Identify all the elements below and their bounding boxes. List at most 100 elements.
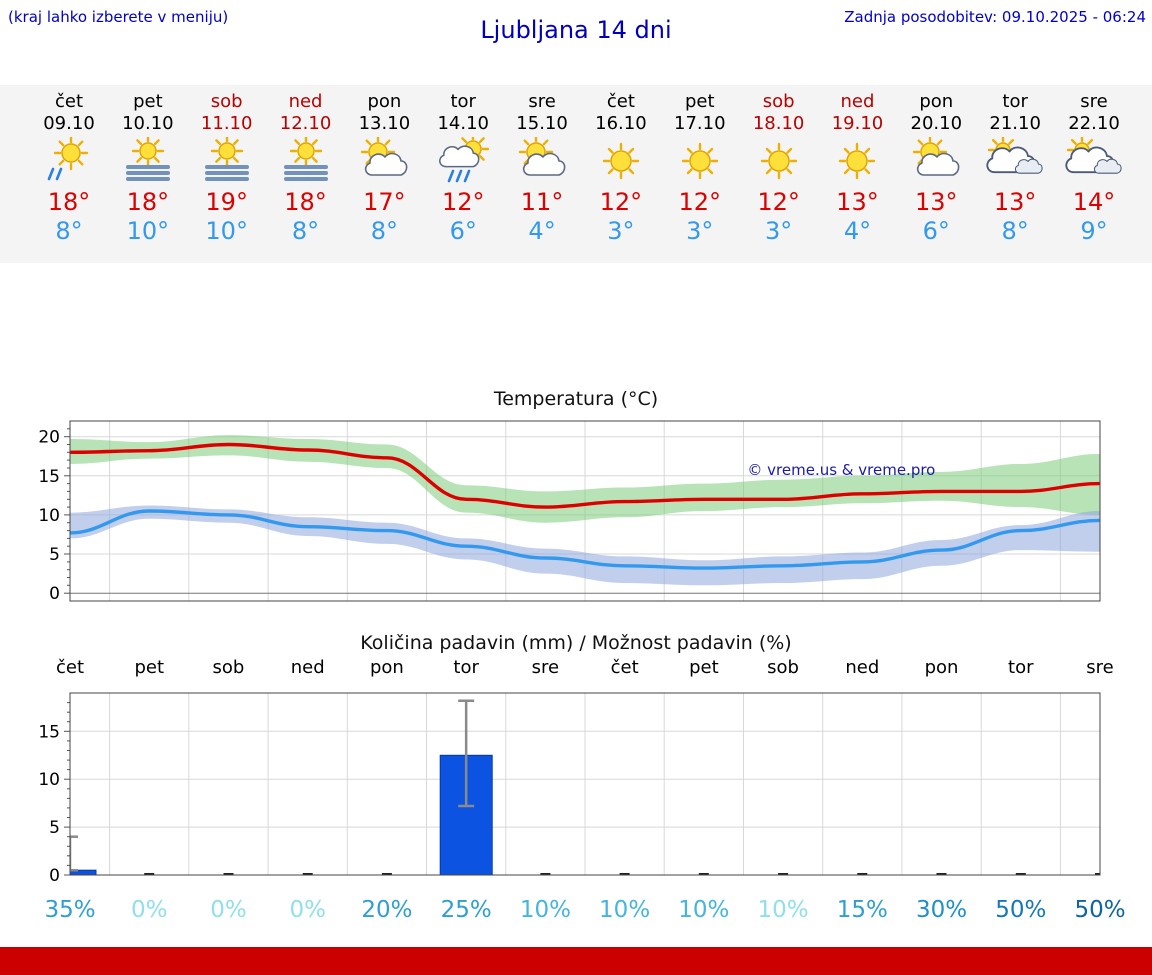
day-high-temp: 14° (1072, 188, 1116, 216)
precip-probability: 10% (599, 897, 651, 923)
day-name: čet (606, 91, 635, 112)
forecast-strip: čet 09.10 18° 8° pet 10.10 18° 10° sob 11.10 19° 10… (0, 85, 1152, 263)
precip-day-label: ned (845, 657, 880, 678)
day-high-temp: 11° (520, 188, 564, 216)
precip-day-label: čet (610, 657, 639, 678)
svg-text:5: 5 (49, 545, 60, 565)
sun-cloud-icon (338, 135, 430, 187)
day-high-temp: 18° (284, 188, 327, 216)
footer-bar (0, 947, 1152, 975)
day-low-temp: 8° (55, 217, 83, 245)
svg-text:0: 0 (49, 584, 60, 604)
precip-probability: 0% (289, 897, 326, 923)
rain-sun-icon (417, 135, 509, 187)
day-high-temp: 12° (441, 188, 485, 216)
temperature-chart-title: Temperatura (°C) (493, 388, 659, 410)
svg-text:5: 5 (49, 818, 60, 838)
precip-probability-labels: 35% 0% 0% 0% 20% 25% 10% 10% 10% 10% 15% 30% 50% 50% (0, 895, 1152, 929)
last-update-text: Zadnja posodobitev: 09.10.2025 - 06:24 (844, 8, 1146, 26)
day-date: 10.10 (122, 113, 174, 134)
forecast-day: pon 20.10 13° 6° (890, 91, 982, 245)
day-low-temp: 3° (607, 217, 635, 245)
day-low-temp: 4° (528, 217, 556, 245)
precip-day-label: sre (1086, 657, 1114, 678)
temperature-chart: 0 5 10 15 20 © vreme.us & vreme.pro (38, 420, 1101, 604)
day-date: 17.10 (674, 113, 726, 134)
day-name: ned (840, 91, 875, 112)
day-name: tor (450, 91, 476, 112)
sun-icon (654, 135, 746, 187)
day-name: ned (288, 91, 323, 112)
day-low-temp: 8° (370, 217, 399, 245)
svg-text:15: 15 (38, 722, 60, 742)
day-low-temp: 3° (764, 217, 793, 245)
precip-day-label: sob (767, 657, 799, 678)
precip-day-label: čet (55, 657, 85, 678)
precip-probability: 50% (1074, 897, 1126, 923)
svg-text:10: 10 (38, 770, 60, 790)
forecast-day: sre 15.10 11° 4° (496, 91, 588, 245)
day-name: pon (367, 91, 402, 112)
day-date: 14.10 (437, 113, 489, 134)
day-name: sob (762, 91, 795, 112)
day-date: 20.10 (910, 113, 963, 134)
day-date: 13.10 (358, 113, 411, 134)
sun-icon (811, 135, 903, 187)
page-header: (kraj lahko izberete v meniju) Ljubljana… (0, 0, 1152, 85)
day-high-temp: 12° (678, 188, 722, 216)
forecast-day: čet 16.10 12° 3° (575, 91, 667, 245)
precip-day-label: tor (1008, 657, 1034, 678)
forecast-day: ned 19.10 13° 4° (811, 91, 903, 245)
svg-text:15: 15 (38, 467, 60, 487)
day-low-temp: 10° (126, 217, 170, 245)
menu-hint: (kraj lahko izberete v meniju) (8, 8, 229, 26)
precip-probability: 50% (995, 897, 1047, 923)
sun-fog-icon (260, 135, 352, 187)
precip-probability: 0% (130, 897, 168, 923)
precip-day-label: pet (689, 657, 719, 678)
precip-day-label: pon (369, 657, 404, 678)
svg-text:0: 0 (49, 866, 60, 886)
day-low-temp: 6° (449, 217, 477, 245)
forecast-day: tor 14.10 12° 6° (417, 91, 509, 245)
day-date: 18.10 (752, 113, 805, 134)
sun-fog-icon (102, 135, 194, 187)
day-low-temp: 10° (205, 217, 248, 245)
day-name: sre (528, 91, 556, 112)
precip-probability: 30% (915, 897, 968, 923)
precipitation-chart-title: Količina padavin (mm) / Možnost padavin … (360, 632, 792, 654)
day-high-temp: 13° (993, 188, 1037, 216)
day-name: pet (684, 91, 715, 112)
sun-rain-icon (23, 135, 115, 187)
precip-day-labels: čet pet sob ned pon tor sre čet pet sob ned pon tor s… (0, 657, 1152, 683)
svg-text:10: 10 (38, 506, 60, 526)
day-high-temp: 13° (836, 188, 879, 216)
spacer (0, 263, 1152, 385)
precip-probability: 10% (757, 897, 809, 923)
sun-icon (733, 135, 825, 187)
day-date: 09.10 (43, 113, 95, 134)
day-date: 19.10 (831, 113, 884, 134)
forecast-day: ned 12.10 18° 8° (260, 91, 352, 245)
precip-day-label: sob (212, 657, 245, 678)
precip-day-label: tor (453, 657, 479, 678)
forecast-day: čet 09.10 18° 8° (23, 91, 115, 245)
precipitation-chart: 0 5 10 15 (38, 692, 1101, 886)
forecast-day: sob 18.10 12° 3° (733, 91, 825, 245)
precip-day-label: pet (134, 657, 164, 678)
page-title: Ljubljana 14 dni (480, 16, 672, 44)
day-high-temp: 18° (126, 188, 170, 216)
day-date: 21.10 (989, 113, 1041, 134)
day-high-temp: 17° (363, 188, 406, 216)
precip-day-label: ned (290, 657, 325, 678)
forecast-day: sob 11.10 19° 10° (181, 91, 273, 245)
svg-text:20: 20 (38, 428, 60, 448)
sun-cloud-icon (890, 135, 982, 187)
day-name: pon (919, 91, 954, 112)
precip-day-label: sre (531, 657, 560, 678)
precip-probability: 10% (519, 897, 571, 923)
cloud-icon (1048, 135, 1140, 187)
day-name: pet (133, 91, 163, 112)
forecast-day: tor 21.10 13° 8° (969, 91, 1061, 245)
cloud-icon (969, 135, 1061, 187)
